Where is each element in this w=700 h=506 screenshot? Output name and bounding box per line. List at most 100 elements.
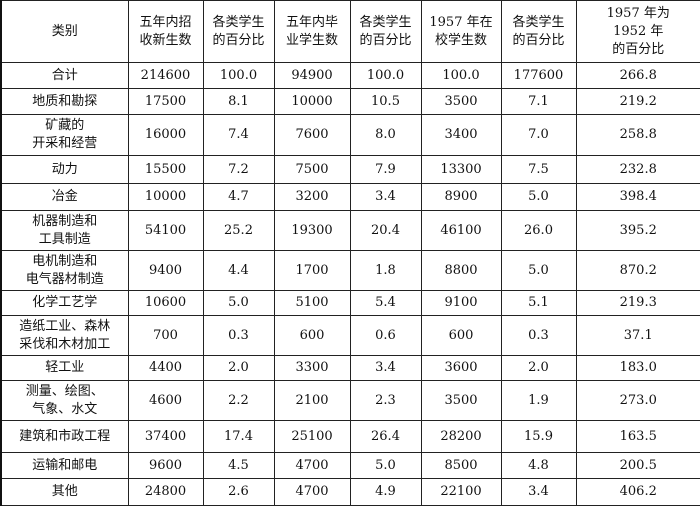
value-cell: 24800 [127, 478, 204, 506]
table-row: 运输和邮电 9600 4.5 4700 5.0 8500 4.8 200.5 [0, 452, 700, 479]
value-cell: 163.5 [575, 420, 700, 453]
value-cell: 28200 [420, 420, 502, 453]
value-cell: 5.4 [349, 290, 422, 316]
value-cell: 8500 [420, 452, 502, 479]
value-cell: 46100 [420, 210, 502, 251]
value-cell: 2.2 [202, 380, 275, 421]
value-cell: 1.8 [349, 250, 422, 291]
value-cell: 7.9 [349, 155, 422, 184]
category-cell: 机器制造和 工具制造 [0, 210, 129, 251]
table-row: 机器制造和 工具制造 54100 25.2 19300 20.4 46100 26.0 395… [0, 210, 700, 251]
value-cell: 13300 [420, 155, 502, 184]
value-cell: 600 [420, 315, 502, 356]
table-row: 冶金 10000 4.7 3200 3.4 8900 5.0 398.4 [0, 183, 700, 211]
table-row: 动力 15500 7.2 7500 7.9 13300 7.5 232.8 [0, 155, 700, 184]
column-header: 五年内毕 业学生数 [273, 0, 351, 63]
value-cell: 15.9 [500, 420, 577, 453]
value-cell: 3600 [420, 355, 502, 381]
value-cell: 16000 [127, 114, 204, 156]
category-cell: 测量、绘图、 气象、水文 [0, 380, 129, 421]
value-cell: 5.0 [349, 452, 422, 479]
column-header: 各类学生 的百分比 [202, 0, 275, 63]
table-row: 化学工艺学 10600 5.0 5100 5.4 9100 5.1 219.3 [0, 290, 700, 316]
value-cell: 17500 [127, 88, 204, 115]
table-row: 矿藏的 开采和经营 16000 7.4 7600 8.0 3400 7.0 258.8 [0, 114, 700, 156]
value-cell: 7500 [273, 155, 351, 184]
value-cell: 100.0 [420, 62, 502, 89]
value-cell: 870.2 [575, 250, 700, 291]
value-cell: 10000 [127, 183, 204, 211]
column-header: 五年内招 收新生数 [127, 0, 204, 63]
table-row: 建筑和市政工程 37400 17.4 25100 26.4 28200 15.9 163.5 [0, 420, 700, 453]
value-cell: 10000 [273, 88, 351, 115]
value-cell: 26.4 [349, 420, 422, 453]
value-cell: 219.2 [575, 88, 700, 115]
value-cell: 9600 [127, 452, 204, 479]
category-cell: 轻工业 [0, 355, 129, 381]
table-row: 测量、绘图、 气象、水文 4600 2.2 2100 2.3 3500 1.9 273.0 [0, 380, 700, 421]
value-cell: 1700 [273, 250, 351, 291]
category-cell: 电机制造和 电气器材制造 [0, 250, 129, 291]
value-cell: 19300 [273, 210, 351, 251]
value-cell: 177600 [500, 62, 577, 89]
category-cell: 地质和勘探 [0, 88, 129, 115]
column-header: 1957 年为 1952 年 的百分比 [575, 0, 700, 63]
value-cell: 4.8 [500, 452, 577, 479]
value-cell: 200.5 [575, 452, 700, 479]
value-cell: 5100 [273, 290, 351, 316]
value-cell: 9400 [127, 250, 204, 291]
value-cell: 25.2 [202, 210, 275, 251]
value-cell: 5.1 [500, 290, 577, 316]
value-cell: 3.4 [500, 478, 577, 506]
value-cell: 258.8 [575, 114, 700, 156]
value-cell: 2.0 [500, 355, 577, 381]
value-cell: 266.8 [575, 62, 700, 89]
value-cell: 22100 [420, 478, 502, 506]
column-header: 类别 [0, 0, 129, 63]
value-cell: 398.4 [575, 183, 700, 211]
value-cell: 2100 [273, 380, 351, 421]
table-row: 电机制造和 电气器材制造 9400 4.4 1700 1.8 8800 5.0 870.2 [0, 250, 700, 291]
value-cell: 232.8 [575, 155, 700, 184]
table-header-row: 类别 五年内招 收新生数 各类学生 的百分比 五年内毕 业学生数 各类学生 的百分比 19… [0, 0, 700, 63]
value-cell: 8900 [420, 183, 502, 211]
value-cell: 8.1 [202, 88, 275, 115]
value-cell: 7600 [273, 114, 351, 156]
value-cell: 4700 [273, 452, 351, 479]
value-cell: 15500 [127, 155, 204, 184]
value-cell: 4.7 [202, 183, 275, 211]
value-cell: 4600 [127, 380, 204, 421]
value-cell: 37400 [127, 420, 204, 453]
category-cell: 化学工艺学 [0, 290, 129, 316]
value-cell: 20.4 [349, 210, 422, 251]
value-cell: 214600 [127, 62, 204, 89]
value-cell: 100.0 [202, 62, 275, 89]
category-cell: 造纸工业、森林 采伐和木材加工 [0, 315, 129, 356]
value-cell: 0.6 [349, 315, 422, 356]
value-cell: 5.0 [202, 290, 275, 316]
column-header: 1957 年在 校学生数 [420, 0, 502, 63]
value-cell: 3.4 [349, 355, 422, 381]
value-cell: 183.0 [575, 355, 700, 381]
value-cell: 3400 [420, 114, 502, 156]
value-cell: 1.9 [500, 380, 577, 421]
column-header: 各类学生 的百分比 [349, 0, 422, 63]
category-cell: 建筑和市政工程 [0, 420, 129, 453]
value-cell: 2.0 [202, 355, 275, 381]
value-cell: 3.4 [349, 183, 422, 211]
category-cell: 冶金 [0, 183, 129, 211]
value-cell: 7.2 [202, 155, 275, 184]
table-row: 造纸工业、森林 采伐和木材加工 700 0.3 600 0.6 600 0.3 37.1 [0, 315, 700, 356]
value-cell: 7.0 [500, 114, 577, 156]
value-cell: 5.0 [500, 183, 577, 211]
value-cell: 395.2 [575, 210, 700, 251]
value-cell: 94900 [273, 62, 351, 89]
value-cell: 219.3 [575, 290, 700, 316]
value-cell: 0.3 [500, 315, 577, 356]
value-cell: 5.0 [500, 250, 577, 291]
value-cell: 7.4 [202, 114, 275, 156]
value-cell: 37.1 [575, 315, 700, 356]
value-cell: 7.5 [500, 155, 577, 184]
value-cell: 4700 [273, 478, 351, 506]
